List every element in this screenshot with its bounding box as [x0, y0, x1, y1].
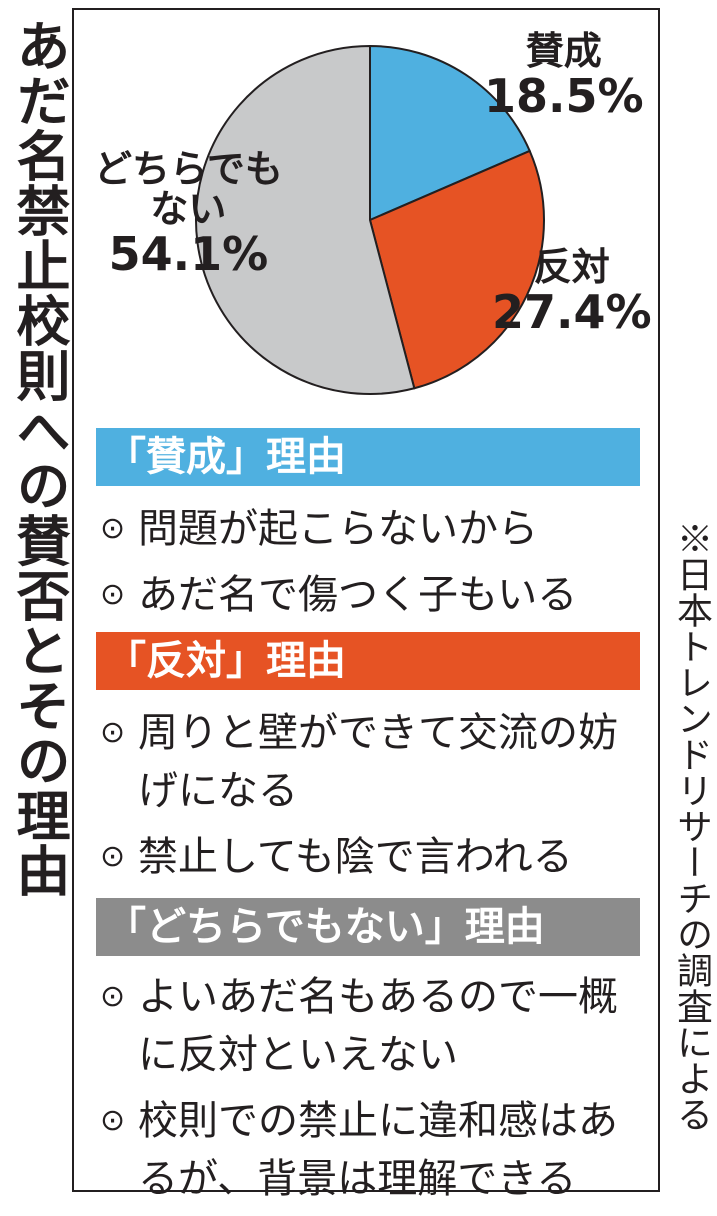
neither-name-line2: ない	[150, 186, 227, 231]
bullet-icon: ⊙	[100, 839, 126, 874]
list-item: ⊙ 校則での禁止に違和感はあるが、背景は理解できる	[100, 1092, 648, 1208]
approve-reasons-list: ⊙ 問題が起こらないから ⊙ あだ名で傷つく子もいる	[100, 500, 648, 632]
neither-reasons-header: 「どちらでもない」理由	[96, 898, 640, 956]
list-item: ⊙ よいあだ名もあるので一概に反対といえない	[100, 968, 648, 1084]
bullet-icon: ⊙	[100, 715, 126, 750]
bullet-icon: ⊙	[100, 511, 126, 546]
approve-reasons-header: 「賛成」理由	[96, 428, 640, 486]
bullet-icon: ⊙	[100, 979, 126, 1014]
approve-name: 賛成	[525, 29, 602, 73]
chart-frame: 賛成 18.5% 反対 27.4% どちらでも ない 54.1% 「賛成」理由 …	[72, 8, 660, 1202]
pie-slice-oppose	[368, 149, 545, 390]
approve-label: 賛成 18.5%	[484, 29, 644, 123]
oppose-reasons-list: ⊙ 周りと壁ができて交流の妨げになる ⊙ 禁止しても陰で言われる	[100, 704, 648, 894]
list-item: ⊙ 周りと壁ができて交流の妨げになる	[100, 704, 648, 820]
pie-slice-approve	[369, 44, 532, 222]
source-note: ※日本トレンドリサーチの調査による	[671, 520, 712, 1132]
neither-name-line1: どちらでも	[94, 147, 283, 191]
chart-title: あだ名禁止校則への賛否とその理由	[7, 18, 70, 898]
oppose-value: 27.4%	[492, 284, 652, 339]
neither-reasons-list: ⊙ よいあだ名もあるので一概に反対といえない ⊙ 校則での禁止に違和感はあるが、背景…	[100, 968, 648, 1216]
list-item: ⊙ 問題が起こらないから	[100, 500, 648, 558]
bullet-icon: ⊙	[100, 577, 126, 612]
list-item: ⊙ 禁止しても陰で言われる	[100, 828, 648, 886]
oppose-name: 反対	[533, 245, 610, 289]
approve-value: 18.5%	[484, 68, 644, 123]
oppose-label: 反対 27.4%	[492, 245, 652, 339]
bullet-icon: ⊙	[100, 1103, 126, 1138]
neither-label: どちらでも ない 54.1%	[94, 147, 283, 281]
oppose-reasons-header: 「反対」理由	[96, 632, 640, 690]
pie-slice-neither	[195, 44, 416, 395]
list-item: ⊙ あだ名で傷つく子もいる	[100, 566, 648, 624]
neither-value: 54.1%	[108, 226, 269, 281]
pie-chart	[195, 44, 545, 395]
